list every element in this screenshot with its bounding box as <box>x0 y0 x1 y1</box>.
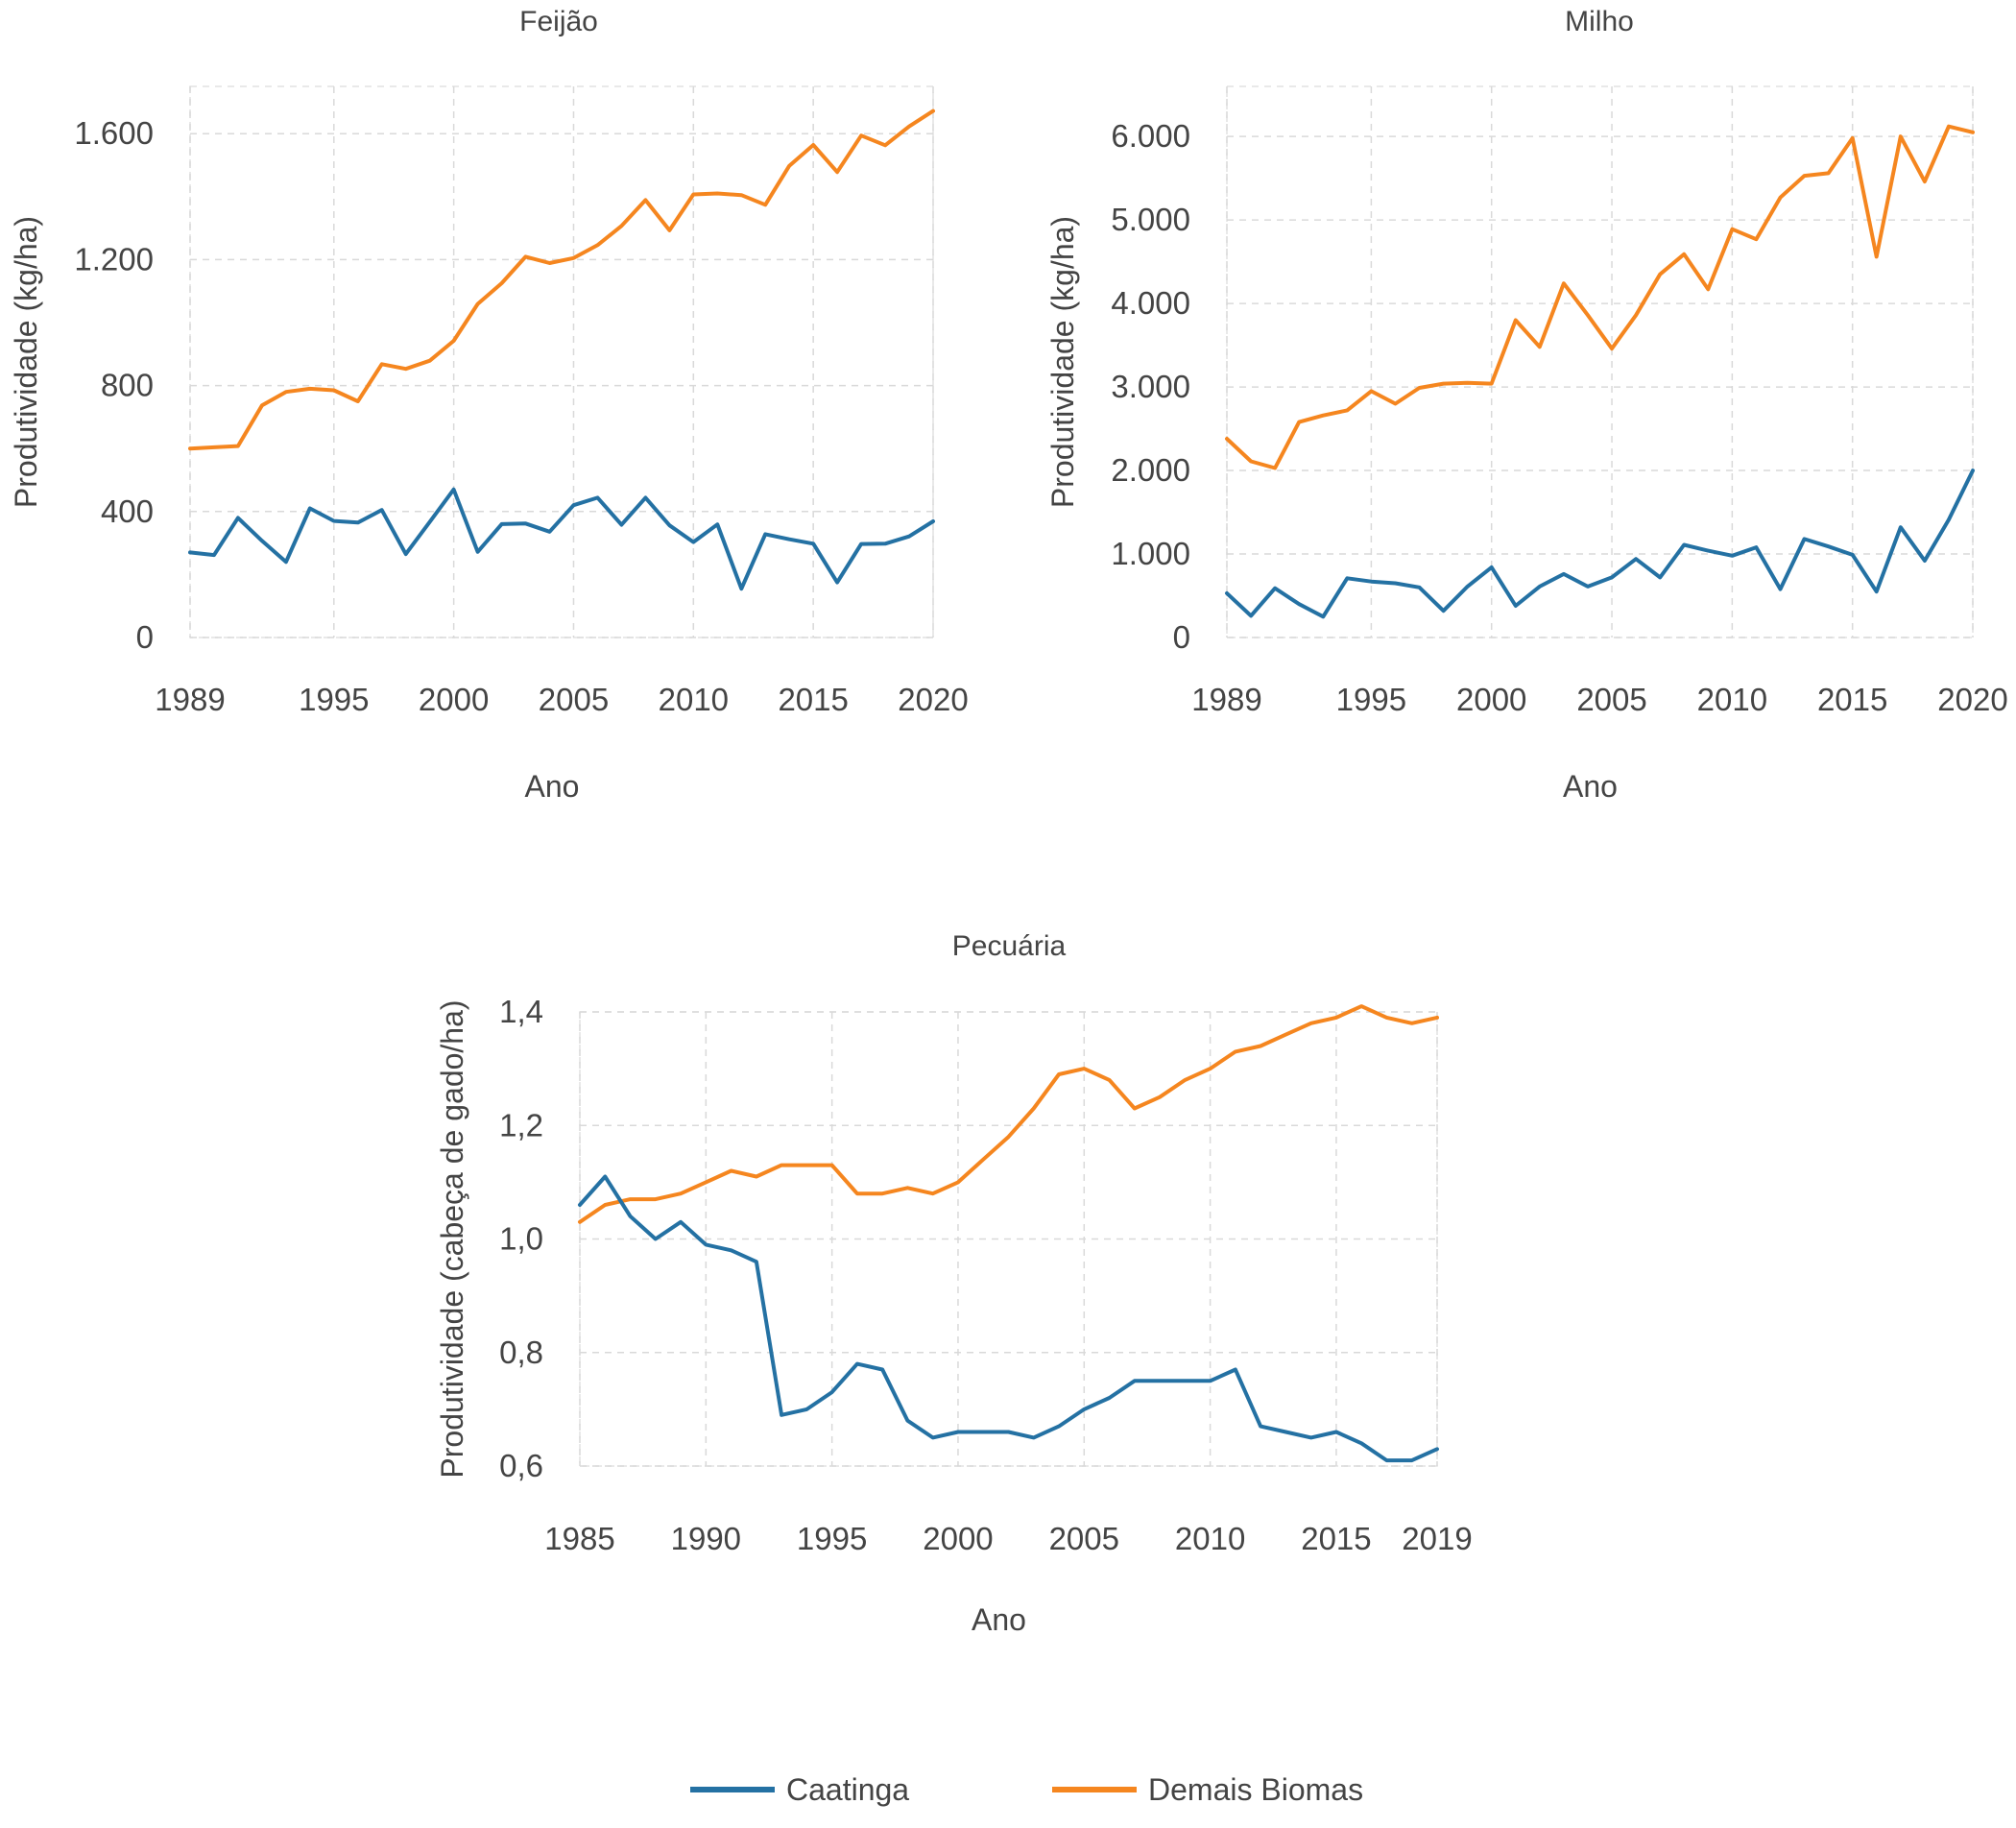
y-tick-label: 1.600 <box>74 115 154 151</box>
x-tick-label: 2015 <box>1817 682 1887 717</box>
y-tick-label: 1,4 <box>499 994 543 1029</box>
y-tick-label: 400 <box>101 493 154 529</box>
y-axis-label: Produtividade (cabeça de gado/ha) <box>435 999 469 1478</box>
y-tick-label: 3.000 <box>1111 369 1190 404</box>
series-line-caatinga <box>578 1174 1439 1463</box>
chart-title: Pecuária <box>952 930 1067 962</box>
y-tick-label: 4.000 <box>1111 285 1190 321</box>
y-tick-label: 800 <box>101 368 154 403</box>
y-tick-label: 6.000 <box>1111 118 1190 154</box>
series-line-caatinga <box>1225 469 1975 619</box>
x-tick-label: 1989 <box>155 682 225 717</box>
chart-3: 0,6 0,8 1,0 1,2 1,4 1985 1990 1995 2000 2005 2010 2… <box>435 930 1473 1637</box>
x-tick-label: 2015 <box>1301 1521 1371 1556</box>
y-tick-label: 1.200 <box>74 241 154 277</box>
y-tick-label: 5.000 <box>1111 202 1190 237</box>
y-tick-label: 0 <box>136 619 154 655</box>
x-tick-label: 1990 <box>671 1521 741 1556</box>
x-axis-label: Ano <box>1563 769 1618 804</box>
x-axis-label: Ano <box>972 1602 1026 1637</box>
x-tick-label: 2010 <box>1697 682 1767 717</box>
series-line-demais-biomas <box>578 1004 1439 1224</box>
x-tick-label: 2010 <box>659 682 729 717</box>
series-line-demais-biomas <box>1225 124 1975 470</box>
y-axis-label: Produtividade (kg/ha) <box>9 216 43 508</box>
x-tick-label: 2020 <box>1937 682 2007 717</box>
legend-label: Demais Biomas <box>1148 1772 1363 1807</box>
x-tick-label: 1985 <box>544 1521 614 1556</box>
y-tick-label: 0 <box>1173 619 1190 655</box>
x-tick-label: 2005 <box>1576 682 1646 717</box>
x-tick-label: 2000 <box>1456 682 1526 717</box>
y-tick-label: 2.000 <box>1111 452 1190 488</box>
x-tick-label: 2020 <box>898 682 968 717</box>
y-tick-label: 1,2 <box>499 1107 543 1142</box>
x-axis-label: Ano <box>525 769 580 804</box>
chart-2: 0 1.000 2.000 3.000 4.000 5.000 6.000 1989 1995 2… <box>1045 6 2008 804</box>
x-tick-label: 1989 <box>1191 682 1261 717</box>
x-tick-label: 2005 <box>1049 1521 1119 1556</box>
x-tick-label: 2005 <box>539 682 609 717</box>
chart-1: 0 400 800 1.200 1.600 1989 1995 2000 2005 2010 201… <box>9 6 969 804</box>
y-tick-label: 1,0 <box>499 1221 543 1257</box>
y-axis-label: Produtividade (kg/ha) <box>1045 216 1080 508</box>
plot-frame <box>1226 85 1974 638</box>
legend-label: Caatinga <box>786 1772 909 1807</box>
x-tick-label: 2000 <box>923 1521 993 1556</box>
legend: Caatinga Demais Biomas <box>690 1772 1363 1807</box>
y-tick-label: 0,8 <box>499 1335 543 1370</box>
chart-title: Feijão <box>519 6 598 37</box>
x-tick-label: 1995 <box>797 1521 867 1556</box>
y-tick-label: 0,6 <box>499 1448 543 1483</box>
x-tick-label: 1995 <box>1336 682 1406 717</box>
y-tick-label: 1.000 <box>1111 536 1190 571</box>
x-tick-label: 2010 <box>1175 1521 1245 1556</box>
x-tick-label: 2019 <box>1402 1521 1472 1556</box>
x-tick-label: 2000 <box>419 682 489 717</box>
series-line-demais-biomas <box>188 108 935 451</box>
series-line-caatinga <box>188 487 935 591</box>
x-tick-label: 1995 <box>299 682 369 717</box>
x-tick-label: 2015 <box>778 682 848 717</box>
chart-title: Milho <box>1565 6 1634 37</box>
